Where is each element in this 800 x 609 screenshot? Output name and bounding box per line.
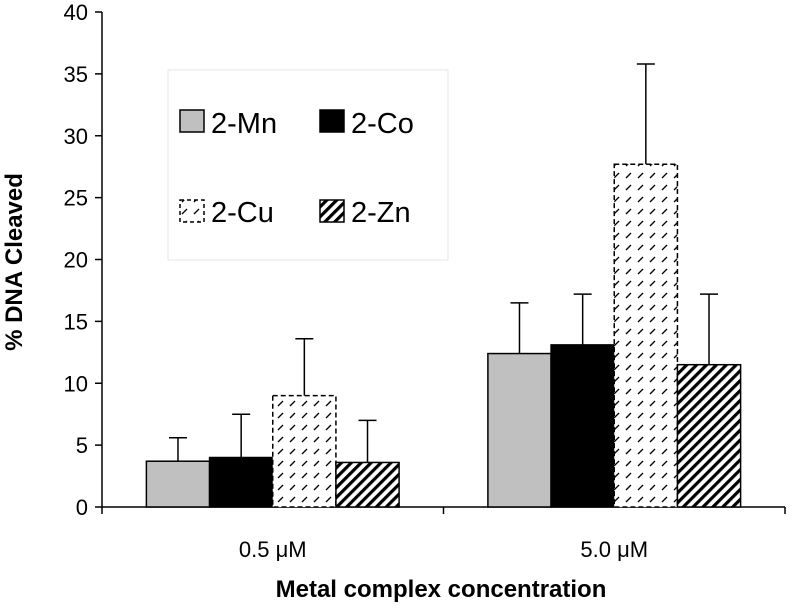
y-tick-label: 10 bbox=[64, 371, 88, 396]
x-tick-label: 0.5 μM bbox=[239, 537, 307, 562]
legend-swatch-2-co bbox=[319, 109, 345, 133]
legend: 2-Mn 2-Co 2-Cu 2-Zn bbox=[167, 69, 449, 261]
x-axis-title: Metal complex concentration bbox=[276, 576, 607, 603]
legend-label-2-co: 2-Co bbox=[351, 108, 414, 140]
bar-2-co bbox=[550, 344, 616, 508]
axes: 0 5 10 15 20 25 30 35 40 0.5 μM 5.0 μM bbox=[64, 0, 786, 562]
legend-box bbox=[167, 69, 449, 261]
bars bbox=[145, 163, 742, 508]
y-tick-label: 40 bbox=[64, 0, 88, 25]
legend-label-2-zn: 2-Zn bbox=[351, 197, 411, 229]
legend-item-2-zn: 2-Zn bbox=[319, 197, 411, 229]
legend-label-2-cu: 2-Cu bbox=[211, 197, 274, 229]
bar-2-co bbox=[208, 456, 274, 508]
y-tick-label: 15 bbox=[64, 309, 88, 334]
y-tick-label: 30 bbox=[64, 124, 88, 149]
bar-2-zn bbox=[335, 461, 400, 508]
error-bars bbox=[168, 63, 719, 463]
legend-swatch-2-cu bbox=[179, 199, 205, 223]
bar-2-mn bbox=[145, 460, 211, 508]
legend-label-2-mn: 2-Mn bbox=[211, 108, 277, 140]
x-tick-label: 5.0 μM bbox=[580, 537, 648, 562]
legend-item-2-cu: 2-Cu bbox=[179, 197, 274, 229]
y-tick-label: 35 bbox=[64, 62, 88, 87]
y-tick-label: 5 bbox=[76, 433, 88, 458]
y-tick-label: 0 bbox=[76, 495, 88, 520]
legend-swatch-2-mn bbox=[179, 109, 205, 133]
legend-swatch-2-zn bbox=[319, 199, 345, 223]
legend-item-2-co: 2-Co bbox=[319, 108, 414, 140]
bar-2-cu bbox=[272, 394, 337, 508]
y-tick-label: 20 bbox=[64, 248, 88, 273]
bar-2-cu bbox=[613, 163, 679, 508]
bar-2-zn bbox=[676, 363, 742, 508]
y-tick-label: 25 bbox=[64, 186, 88, 211]
legend-item-2-mn: 2-Mn bbox=[179, 108, 277, 140]
bar-2-mn bbox=[487, 352, 552, 508]
y-axis-title: % DNA Cleaved bbox=[1, 173, 28, 351]
